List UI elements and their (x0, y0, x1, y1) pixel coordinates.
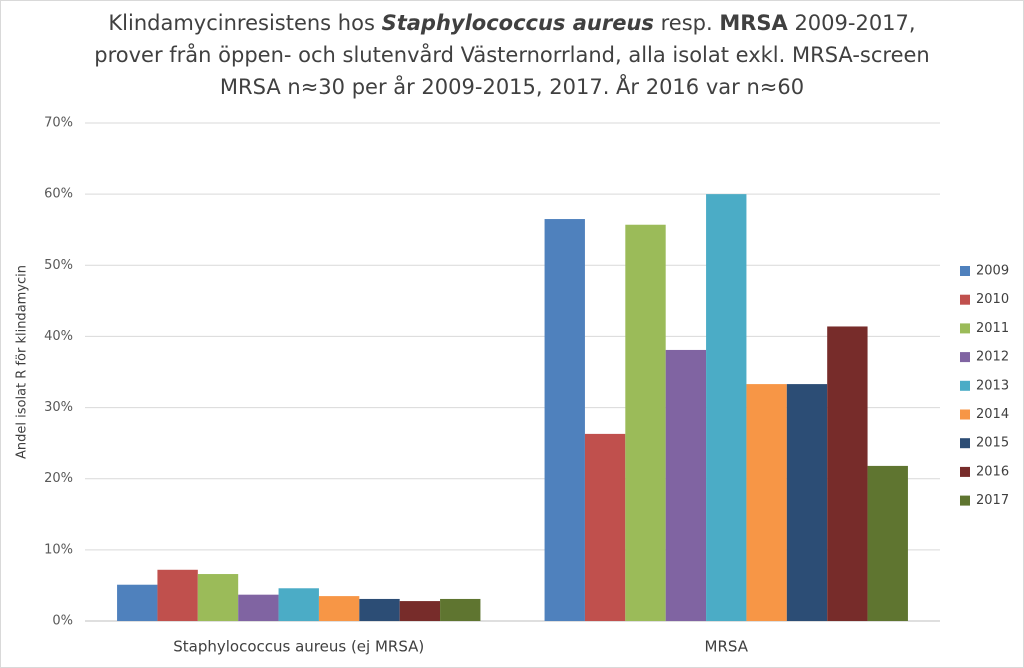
bar (746, 384, 787, 621)
title-part: MRSA n≈30 per år 2009-2015, 2017. År 201… (220, 73, 804, 99)
legend-label: 2015 (976, 436, 1009, 451)
x-tick-label: Staphylococcus aureus (ej MRSA) (173, 638, 424, 656)
chart-subtitle: prover från öppen- och slutenvård Väster… (94, 42, 929, 67)
legend-swatch (960, 438, 970, 449)
y-tick-label: 30% (44, 400, 73, 415)
bar (440, 598, 481, 621)
legend-label: 2009 (976, 264, 1009, 279)
y-tick-label: 70% (44, 116, 73, 131)
legend-swatch (960, 323, 970, 334)
bar (157, 569, 198, 621)
bar (359, 598, 400, 621)
legend-label: 2014 (976, 407, 1009, 422)
title-part: MRSA (719, 11, 788, 35)
bar (197, 574, 239, 621)
bar (827, 326, 868, 621)
bar (665, 349, 707, 621)
legend-swatch (960, 352, 970, 363)
chart-title: Klindamycinresistens hos Staphylococcus … (108, 11, 915, 35)
legend-swatch (960, 495, 970, 506)
legend-swatch (960, 294, 970, 305)
title-part: Klindamycinresistens hos (108, 11, 381, 35)
bar (867, 465, 908, 621)
legend-label: 2010 (976, 292, 1009, 307)
bar (625, 224, 666, 621)
title-part: 2009-2017, (788, 11, 916, 35)
legend-label: 2011 (976, 321, 1009, 336)
legend-label: 2012 (976, 350, 1009, 365)
title-part: resp. (654, 11, 719, 35)
y-tick-label: 0% (52, 614, 73, 629)
legend-swatch (960, 266, 970, 276)
legend-label: 2016 (976, 464, 1009, 479)
y-tick-label: 40% (44, 329, 73, 344)
y-tick-label: 50% (44, 258, 73, 273)
bar (706, 194, 747, 621)
bar (117, 584, 158, 621)
y-tick-label: 60% (44, 187, 73, 202)
bar (786, 384, 828, 621)
y-tick-label: 10% (44, 542, 73, 557)
bar (584, 433, 626, 621)
title-part: Staphylococcus aureus (382, 11, 654, 35)
y-tick-label: 20% (44, 471, 73, 486)
legend-label: 2017 (976, 493, 1009, 508)
legend-swatch (960, 380, 970, 391)
y-axis-label: Andel isolat R för klindamycin (15, 265, 30, 459)
bar (318, 596, 360, 621)
bar (399, 601, 441, 621)
legend-swatch (960, 409, 970, 420)
legend-swatch (960, 466, 970, 477)
bar (278, 588, 319, 621)
bar (544, 219, 585, 622)
bar (238, 594, 279, 621)
chart-subtitle: MRSA n≈30 per år 2009-2015, 2017. År 201… (220, 73, 804, 99)
x-tick-label: MRSA (705, 638, 749, 656)
legend-label: 2013 (976, 378, 1009, 393)
title-part: prover från öppen- och slutenvård Väster… (94, 42, 929, 67)
